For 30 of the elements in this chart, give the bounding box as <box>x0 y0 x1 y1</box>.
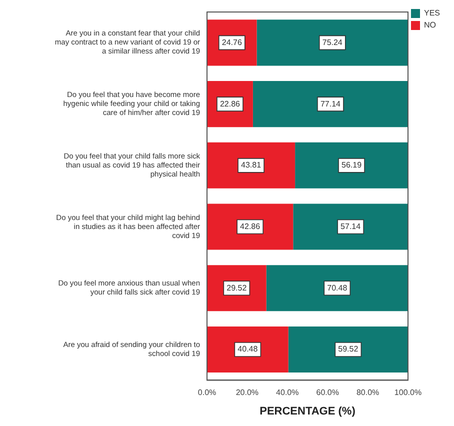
data-label: 75.24 <box>322 38 343 47</box>
x-tick-label: 100.0% <box>394 388 422 398</box>
data-label: 29.52 <box>226 283 248 292</box>
data-label: 42.86 <box>240 222 261 231</box>
data-label: 77.14 <box>320 99 342 108</box>
data-label: 24.76 <box>222 38 242 47</box>
bar <box>207 326 288 373</box>
legend-label: NO <box>424 20 436 30</box>
bar <box>252 81 408 128</box>
bar <box>293 204 408 250</box>
bar <box>207 204 294 250</box>
legend-label: YES <box>424 8 440 18</box>
bar <box>295 142 408 188</box>
x-axis-title: PERCENTAGE (%) <box>260 405 356 418</box>
bar <box>288 326 408 373</box>
data-label: 70.48 <box>327 283 348 292</box>
x-tick-label: 80.0% <box>356 388 380 398</box>
data-label: 40.48 <box>238 344 258 354</box>
data-label: 22.86 <box>220 99 241 108</box>
x-tick-label: 0.0% <box>198 388 216 398</box>
data-label: 57.14 <box>340 222 362 231</box>
x-tick-label: 20.0% <box>236 388 259 398</box>
data-label: 43.81 <box>241 160 262 170</box>
data-label: 59.52 <box>338 344 359 354</box>
bar <box>266 265 408 312</box>
bar <box>207 142 296 188</box>
x-tick-label: 40.0% <box>276 388 299 398</box>
bar <box>256 20 408 66</box>
data-label: 56.19 <box>342 160 362 170</box>
x-tick-label: 60.0% <box>316 388 339 398</box>
